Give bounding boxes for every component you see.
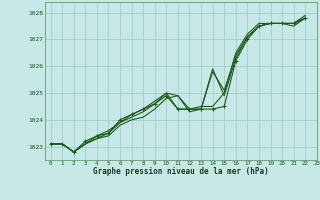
X-axis label: Graphe pression niveau de la mer (hPa): Graphe pression niveau de la mer (hPa) <box>93 168 269 177</box>
